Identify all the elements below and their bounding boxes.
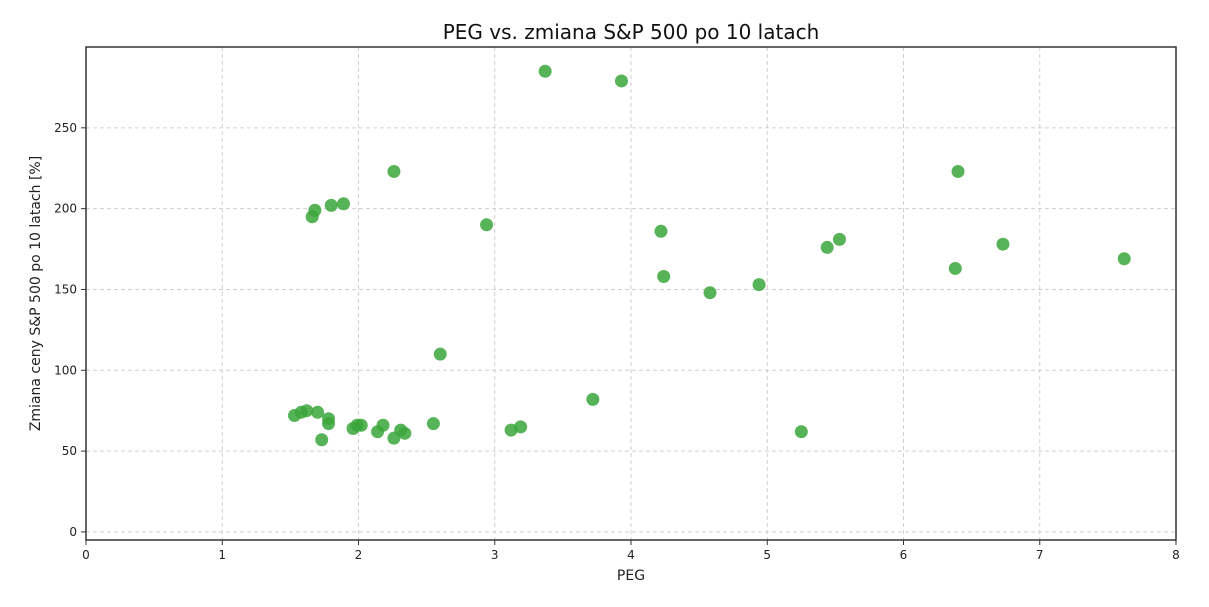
- x-tick-label: 6: [900, 548, 908, 562]
- data-point: [1117, 252, 1131, 266]
- data-point: [794, 425, 808, 439]
- data-point: [586, 392, 600, 406]
- x-axis-label: PEG: [617, 568, 645, 584]
- y-tick-label: 100: [54, 363, 77, 377]
- x-tick-label: 3: [491, 548, 499, 562]
- y-tick-label: 200: [54, 202, 77, 216]
- y-axis-label: Zmiana ceny S&P 500 po 10 latach [%]: [28, 156, 44, 431]
- x-tick-label: 5: [763, 548, 771, 562]
- data-point: [480, 218, 494, 232]
- data-point: [951, 164, 965, 178]
- data-point: [315, 433, 329, 447]
- y-tick-label: 50: [62, 444, 77, 458]
- data-point: [376, 418, 390, 432]
- data-point: [538, 64, 552, 78]
- chart-title: PEG vs. zmiana S&P 500 po 10 latach: [443, 20, 820, 44]
- data-points: [287, 64, 1131, 447]
- x-tick-label: 1: [218, 548, 226, 562]
- data-point: [387, 164, 401, 178]
- data-point: [996, 237, 1010, 251]
- data-point: [654, 224, 668, 238]
- y-tick-label: 150: [54, 282, 77, 296]
- data-point: [324, 198, 338, 212]
- data-point: [703, 286, 717, 300]
- data-point: [514, 420, 528, 434]
- x-tick-label: 8: [1172, 548, 1180, 562]
- data-point: [311, 405, 325, 419]
- x-tick-label: 4: [627, 548, 635, 562]
- data-point: [433, 347, 447, 361]
- y-tick-label: 0: [69, 525, 77, 539]
- data-point: [752, 278, 766, 292]
- y-tick-label: 250: [54, 121, 77, 135]
- data-point: [426, 417, 440, 431]
- data-point: [308, 203, 322, 217]
- axis-ticks: 0 1 2 3 4 5 6 7 8 0 50 100 150 200 250: [54, 121, 1180, 562]
- data-point: [398, 426, 412, 440]
- data-point: [832, 232, 846, 246]
- data-point: [354, 418, 368, 432]
- data-point: [337, 197, 351, 211]
- data-point: [820, 240, 834, 254]
- data-point: [300, 404, 314, 418]
- data-point: [614, 74, 628, 88]
- x-tick-label: 7: [1036, 548, 1044, 562]
- data-point: [948, 261, 962, 275]
- x-tick-label: 0: [82, 548, 90, 562]
- data-point: [322, 417, 336, 431]
- x-tick-label: 2: [355, 548, 363, 562]
- data-point: [657, 270, 671, 284]
